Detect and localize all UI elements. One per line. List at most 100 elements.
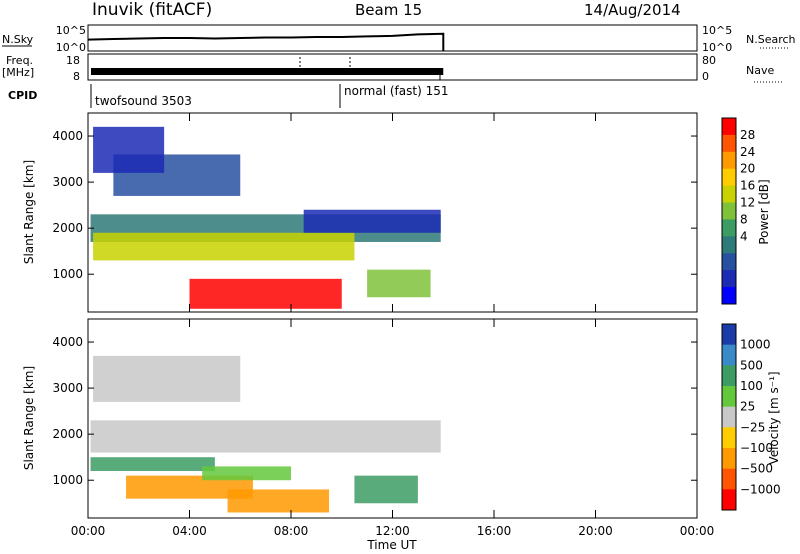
- y-tick-label: 1000: [52, 473, 83, 487]
- frequency-left-unit: [MHz]: [2, 66, 34, 79]
- velocity-panel: 1000 2000 3000 4000 Slant Range [km] 1000 50…: [22, 318, 781, 519]
- x-tick-label: 08:00: [274, 524, 309, 538]
- colorbar-tick-label: 20: [740, 162, 755, 176]
- scatter-band: [367, 269, 431, 298]
- colorbar-swatch: [722, 253, 736, 271]
- scatter-band: [202, 466, 291, 481]
- velocity-colorbar: 1000 500 100 25 −25 −100 −500 −1000: [721, 323, 781, 511]
- velocity-colorbar-label: Velocity [m s⁻¹]: [767, 371, 781, 464]
- y-tick-label: 3000: [52, 381, 83, 395]
- scatter-band: [93, 126, 165, 173]
- colorbar-swatch: [722, 202, 736, 220]
- time-x-axis-label: Time UT: [366, 538, 417, 552]
- colorbar-swatch: [722, 427, 736, 449]
- colorbar-tick-label: 12: [740, 196, 755, 210]
- colorbar-swatch: [722, 168, 736, 187]
- cpid-segment-1: twofsound 3503: [95, 94, 192, 108]
- noise-sky-trace: [87, 32, 445, 51]
- x-tick-label: 04:00: [172, 524, 207, 538]
- velocity-data-layer: [90, 355, 441, 513]
- colorbar-tick-label: 16: [740, 179, 755, 193]
- power-colorbar-label: Power [dB]: [757, 179, 771, 244]
- y-tick-label: 1000: [52, 267, 83, 281]
- colorbar-frame: [721, 323, 737, 511]
- x-tick-label: 00:00: [680, 524, 715, 538]
- cpid-segment-2: normal (fast) 151: [344, 84, 448, 98]
- colorbar-tick-label: 25: [740, 400, 755, 414]
- colorbar-swatch: [722, 270, 736, 288]
- colorbar-tick-label: 4: [740, 229, 748, 243]
- station-title: Inuvik (fitACF): [92, 0, 212, 20]
- noise-panel: N.Sky 10^5 10^0 10^5 10^0 N.Search: [2, 24, 796, 54]
- colorbar-tick-label: −100: [740, 441, 773, 455]
- scatter-band: [189, 278, 342, 309]
- velocity-y-ticks: 1000 2000 3000 4000: [52, 335, 697, 487]
- power-y-axis-label: Slant Range [km]: [22, 160, 36, 264]
- colorbar-swatch: [722, 448, 736, 470]
- noise-right-label: N.Search: [746, 33, 796, 46]
- colorbar-tick-label: 24: [740, 145, 755, 159]
- frequency-left-label: Freq.: [6, 54, 33, 67]
- date-title: 14/Aug/2014: [584, 1, 681, 19]
- scatter-band: [227, 489, 330, 513]
- frequency-trace: [91, 68, 444, 75]
- noise-left-label: N.Sky: [2, 33, 34, 46]
- power-y-ticks: 1000 2000 3000 4000: [52, 129, 697, 281]
- power-data-layer: [90, 126, 441, 309]
- colorbar-swatch: [722, 406, 736, 428]
- noise-left-tick-top: 10^5: [56, 24, 86, 37]
- scatter-band: [90, 457, 215, 472]
- colorbar-swatch: [722, 287, 736, 305]
- frequency-left-tick-top: 18: [66, 54, 80, 67]
- frequency-panel: Freq. [MHz] 18 8 80 0 Nave: [2, 53, 782, 83]
- colorbar-tick-label: −1000: [740, 482, 781, 496]
- noise-right-tick-top: 10^5: [702, 24, 732, 37]
- frequency-panel-frame: [87, 53, 698, 81]
- x-tick-label: 00:00: [71, 524, 106, 538]
- scatter-band: [93, 355, 241, 402]
- y-tick-label: 3000: [52, 175, 83, 189]
- colorbar-swatch: [722, 151, 736, 170]
- cpid-label: CPID: [8, 89, 37, 102]
- colorbar-swatch: [722, 236, 736, 254]
- noise-right-tick-bottom: 10^0: [702, 41, 732, 54]
- colorbar-swatch: [722, 365, 736, 387]
- y-tick-label: 2000: [52, 427, 83, 441]
- frequency-right-label: Nave: [746, 64, 774, 77]
- frequency-right-tick-bottom: 0: [702, 70, 709, 83]
- colorbar-swatch: [722, 134, 736, 153]
- noise-left-tick-bottom: 10^0: [56, 41, 86, 54]
- colorbar-tick-label: 8: [740, 212, 748, 226]
- colorbar-tick-label: 100: [740, 379, 763, 393]
- frequency-left-tick-bottom: 8: [73, 70, 80, 83]
- colorbar-swatch: [722, 489, 736, 511]
- cpid-row: CPID twofsound 3503 normal (fast) 151: [8, 84, 448, 108]
- y-tick-label: 4000: [52, 335, 83, 349]
- time-x-axis: 00:00 04:00 08:00 12:00 16:00 20:00 00:00: [71, 113, 715, 538]
- colorbar-swatch: [722, 386, 736, 408]
- colorbar-swatch: [722, 344, 736, 366]
- power-colorbar: 28 24 20 16 12 8 4: [721, 117, 755, 305]
- y-tick-label: 2000: [52, 221, 83, 235]
- noise-panel-frame: [87, 24, 698, 52]
- scatter-band: [90, 420, 441, 453]
- velocity-y-axis-label: Slant Range [km]: [22, 366, 36, 470]
- colorbar-tick-label: −500: [740, 462, 773, 476]
- scatter-band: [93, 232, 355, 261]
- power-panel: 1000 2000 3000 4000 Slant Range [km] 28 24 20…: [22, 112, 771, 313]
- colorbar-tick-label: −25: [740, 420, 765, 434]
- colorbar-tick-label: 500: [740, 358, 763, 372]
- x-tick-label: 16:00: [477, 524, 512, 538]
- colorbar-swatch: [722, 219, 736, 237]
- scatter-band: [126, 475, 253, 499]
- x-tick-label: 20:00: [578, 524, 613, 538]
- colorbar-swatch: [722, 118, 736, 136]
- y-tick-label: 4000: [52, 129, 83, 143]
- x-tick-label: 12:00: [375, 524, 410, 538]
- colorbar-swatch: [722, 468, 736, 490]
- colorbar-frame: [721, 117, 737, 305]
- colorbar-swatch: [722, 324, 736, 346]
- colorbar-swatch: [722, 185, 736, 204]
- frequency-right-tick-top: 80: [702, 54, 716, 67]
- colorbar-tick-label: 1000: [740, 338, 771, 352]
